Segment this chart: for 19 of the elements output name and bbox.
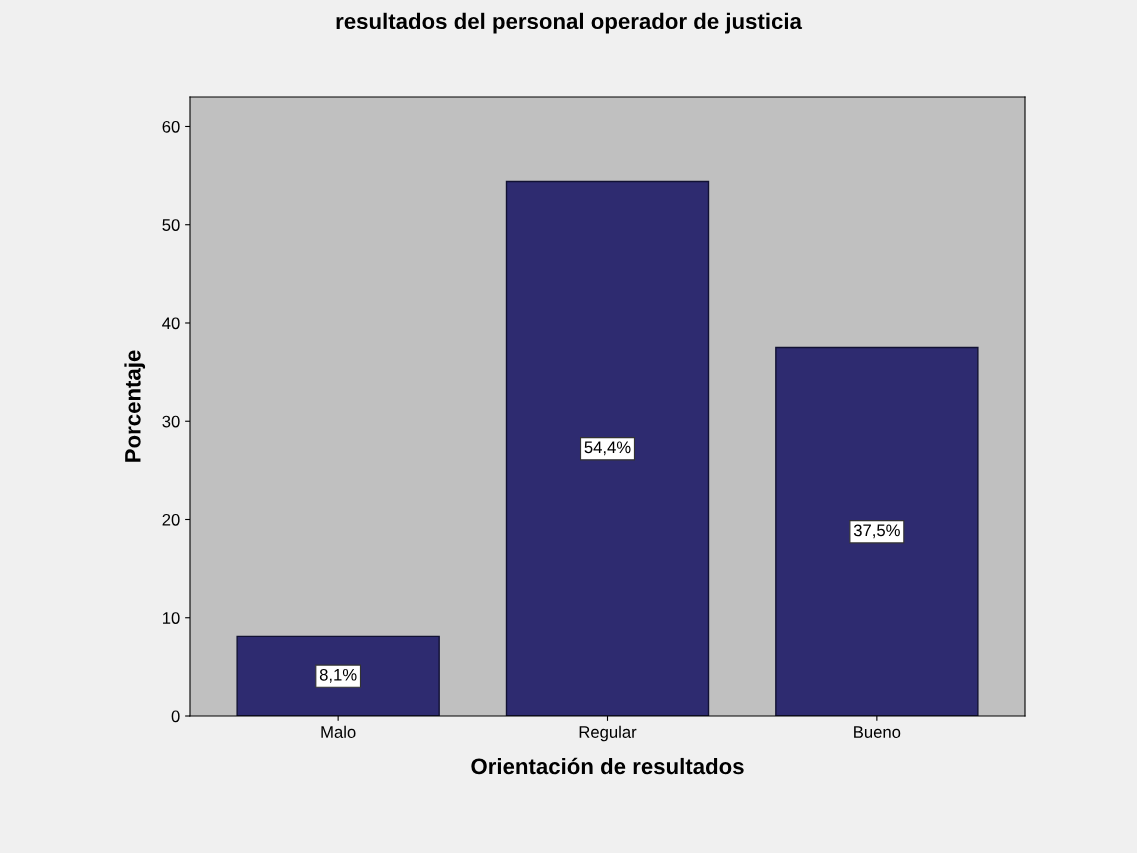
- y-tick-label: 60: [162, 120, 180, 133]
- x-axis-title: Orientación de resultados: [471, 757, 744, 775]
- bar: [236, 635, 440, 716]
- y-tick-label: 20: [162, 513, 180, 526]
- y-tick-label: 40: [162, 317, 180, 330]
- data-label: 37,5%: [853, 524, 900, 539]
- y-axis-title: Porcentaje: [124, 350, 146, 462]
- x-tick-label: Malo: [321, 725, 356, 738]
- data-label: 8,1%: [319, 668, 357, 683]
- y-tick-label: 30: [162, 415, 180, 428]
- chart-title: resultados del personal operador de justicia: [336, 12, 803, 34]
- x-tick-label: Bueno: [854, 726, 901, 738]
- y-tick-label: 0: [171, 710, 180, 723]
- data-label: 54,4%: [584, 441, 631, 456]
- y-tick-label: 50: [162, 219, 180, 231]
- bar: [505, 180, 710, 716]
- bar: [775, 346, 979, 716]
- y-tick-label: 10: [163, 612, 180, 624]
- x-tick-label: Regular: [579, 725, 637, 742]
